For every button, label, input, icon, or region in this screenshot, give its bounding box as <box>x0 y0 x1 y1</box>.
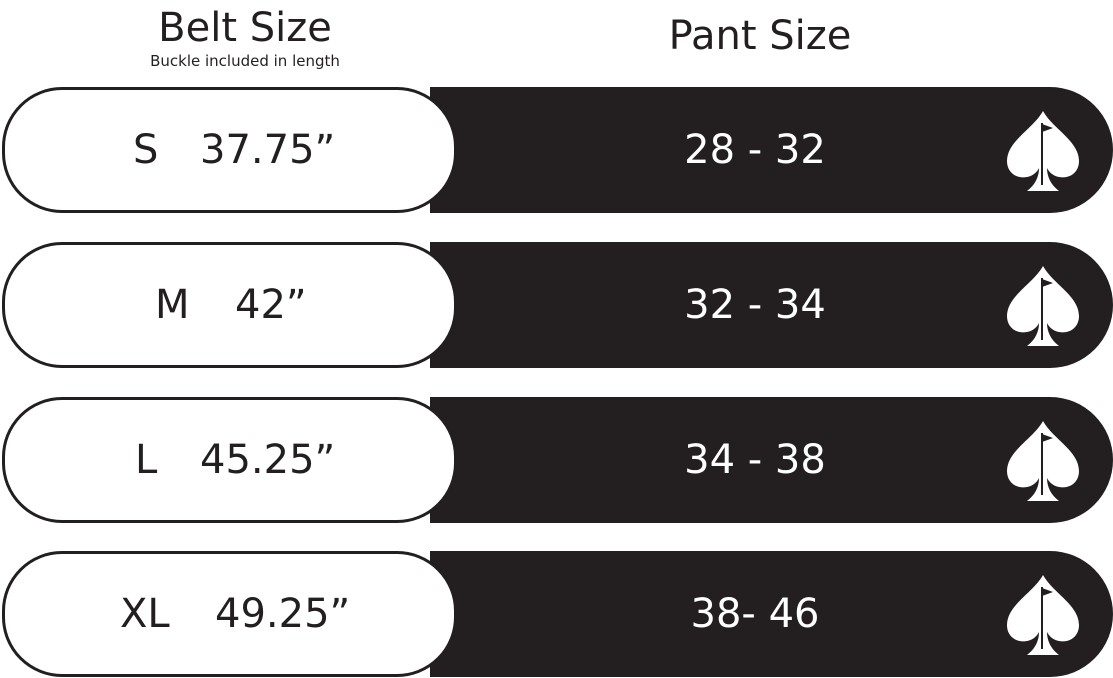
pant-size-range: 34 - 38 <box>684 437 826 483</box>
size-label: XL <box>120 591 170 637</box>
belt-size-heading: Belt Size <box>158 5 332 51</box>
belt-length: 45.25” <box>200 437 336 483</box>
pant-size-range: 38- 46 <box>690 591 820 637</box>
size-row: L 45.25” 34 - 38 <box>0 397 1113 523</box>
belt-length: 42” <box>235 282 307 328</box>
belt-length: 37.75” <box>200 127 336 173</box>
pant-size-bar <box>430 87 1113 213</box>
pant-size-bar <box>430 397 1113 523</box>
belt-size-pill <box>2 87 457 213</box>
pant-size-bar <box>430 551 1113 677</box>
pant-size-heading: Pant Size <box>668 13 852 59</box>
pant-size-range: 32 - 34 <box>684 282 826 328</box>
spade-golf-flag-icon <box>1007 111 1079 191</box>
size-row: S 37.75” 28 - 32 <box>0 87 1113 213</box>
pant-size-bar <box>430 242 1113 368</box>
belt-size-pill <box>2 551 457 677</box>
spade-golf-flag-icon <box>1007 266 1079 346</box>
belt-length: 49.25” <box>215 591 351 637</box>
belt-size-pill <box>2 397 457 523</box>
spade-golf-flag-icon <box>1007 575 1079 655</box>
spade-golf-flag-icon <box>1007 421 1079 501</box>
belt-size-pill <box>2 242 457 368</box>
size-label: S <box>133 127 159 173</box>
pant-size-range: 28 - 32 <box>684 127 826 173</box>
size-row: XL 49.25” 38- 46 <box>0 551 1113 677</box>
size-label: M <box>155 282 190 328</box>
belt-size-subtitle: Buckle included in length <box>150 52 340 70</box>
size-row: M 42” 32 - 34 <box>0 242 1113 368</box>
size-label: L <box>135 437 158 483</box>
